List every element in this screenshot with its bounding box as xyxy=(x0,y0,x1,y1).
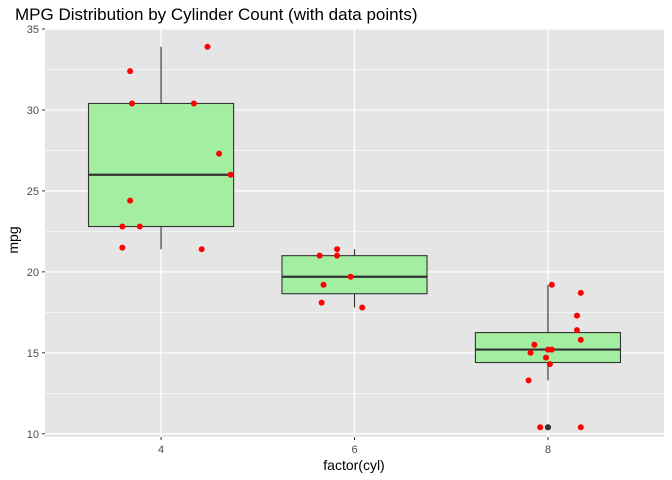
data-point xyxy=(190,100,197,107)
data-point xyxy=(577,336,584,343)
data-point xyxy=(334,246,341,253)
data-point xyxy=(537,424,544,431)
data-point xyxy=(198,246,205,253)
data-point xyxy=(577,424,584,431)
chart-title: MPG Distribution by Cylinder Count (with… xyxy=(15,5,418,24)
data-point xyxy=(129,100,136,107)
data-point xyxy=(527,349,534,356)
x-axis-ticks: 4 6 8 xyxy=(158,437,551,456)
data-point xyxy=(119,223,126,230)
data-point xyxy=(318,299,325,306)
y-axis-title: mpg xyxy=(5,226,21,253)
box-4 xyxy=(87,46,235,250)
outlier-point xyxy=(544,424,551,431)
data-point xyxy=(127,68,134,75)
x-axis-title: factor(cyl) xyxy=(323,457,384,473)
data-point xyxy=(359,304,366,311)
box-iqr xyxy=(87,102,235,228)
y-axis-ticks: 10 15 20 25 30 35 xyxy=(27,24,45,441)
data-point xyxy=(136,223,143,230)
y-tick-label: 25 xyxy=(27,186,39,198)
y-tick-label: 20 xyxy=(27,267,39,279)
data-point xyxy=(127,197,134,204)
box-6 xyxy=(281,249,428,308)
y-tick-label: 10 xyxy=(27,429,39,441)
y-tick-label: 15 xyxy=(27,348,39,360)
box-iqr xyxy=(281,255,428,295)
data-point xyxy=(320,281,327,288)
data-point xyxy=(227,171,234,178)
data-point xyxy=(543,354,550,361)
x-tick-label: 4 xyxy=(158,444,164,456)
data-point xyxy=(347,273,354,280)
data-point xyxy=(573,312,580,319)
data-point xyxy=(119,244,126,251)
data-point xyxy=(548,281,555,288)
data-point xyxy=(531,341,538,348)
x-tick-label: 8 xyxy=(545,444,551,456)
x-tick-label: 6 xyxy=(351,444,357,456)
data-points xyxy=(119,43,584,431)
data-point xyxy=(577,289,584,296)
data-point xyxy=(525,377,532,384)
data-point xyxy=(548,346,555,353)
data-point xyxy=(334,252,341,259)
y-tick-label: 30 xyxy=(27,105,39,117)
data-point xyxy=(204,43,211,50)
data-point xyxy=(573,327,580,334)
data-point xyxy=(316,252,323,259)
data-point xyxy=(546,361,553,368)
data-point xyxy=(216,150,223,157)
y-tick-label: 35 xyxy=(27,24,39,36)
